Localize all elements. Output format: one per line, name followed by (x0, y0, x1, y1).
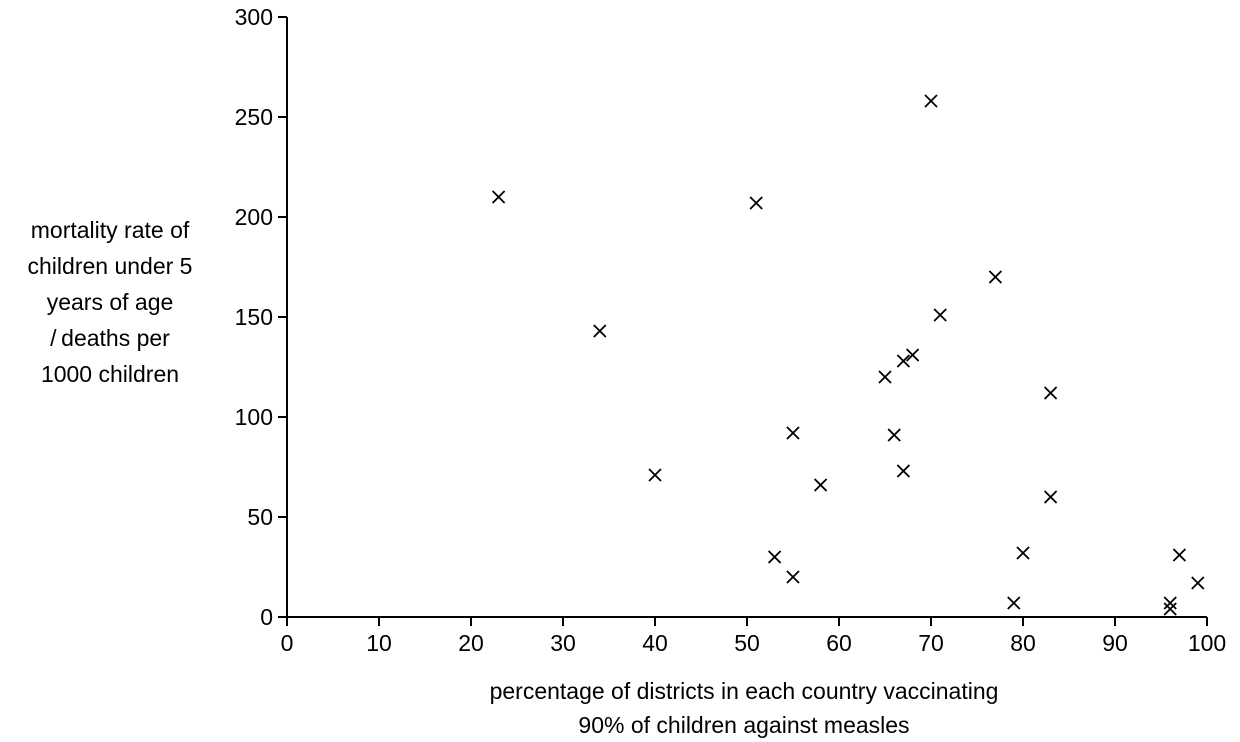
y-axis-title-line: 1000 children (41, 361, 179, 387)
data-point-x-marker (1016, 546, 1030, 560)
x-tick-label: 40 (642, 630, 668, 656)
data-point-x-marker (491, 190, 506, 204)
y-axis-title-line: / deaths per (50, 325, 170, 351)
data-point-x-marker (1043, 490, 1058, 504)
y-tick-label: 300 (235, 4, 273, 30)
x-tick-label: 30 (550, 630, 576, 656)
y-axis-title: mortality rate of children under 5 years o… (28, 217, 193, 387)
data-point-x-marker (1163, 602, 1177, 616)
x-tick-label: 70 (918, 630, 944, 656)
data-point-x-marker (1007, 596, 1021, 610)
x-tick-label: 90 (1102, 630, 1128, 656)
x-axis-title-line: 90% of children against measles (578, 712, 909, 738)
data-point-x-marker (905, 348, 920, 362)
y-tick-label: 50 (247, 504, 273, 530)
data-point-x-marker (1163, 596, 1177, 610)
data-points (491, 94, 1205, 616)
y-tick-label: 200 (235, 204, 273, 230)
y-axis-title-line: mortality rate of (31, 217, 190, 243)
x-tick-label: 50 (734, 630, 760, 656)
data-point-x-marker (1172, 548, 1187, 562)
data-point-x-marker (593, 324, 607, 338)
y-tick-label: 150 (235, 304, 273, 330)
data-point-x-marker (813, 478, 828, 492)
y-tick-label: 0 (260, 604, 273, 630)
data-point-x-marker (896, 354, 911, 368)
x-tick-label: 20 (458, 630, 484, 656)
data-point-x-marker (1191, 576, 1205, 590)
data-point-x-marker (786, 570, 800, 584)
data-point-x-marker (887, 428, 901, 442)
y-axis-title-line: years of age (47, 289, 174, 315)
data-point-x-marker (988, 270, 1003, 284)
x-tick-label: 0 (281, 630, 294, 656)
data-point-x-marker (896, 464, 911, 478)
data-point-x-marker (924, 94, 938, 108)
x-tick-label: 80 (1010, 630, 1036, 656)
plot-area: 0 10 20 30 40 50 60 70 80 90 100 0 50 100 150 200 250 30… (235, 4, 1227, 656)
x-ticks: 0 10 20 30 40 50 60 70 80 90 100 (281, 617, 1226, 656)
y-tick-label: 250 (235, 104, 273, 130)
y-tick-label: 100 (235, 404, 273, 430)
data-point-x-marker (648, 468, 662, 482)
data-point-x-marker (878, 370, 892, 384)
x-tick-label: 10 (366, 630, 392, 656)
y-ticks: 0 50 100 150 200 250 300 (235, 4, 287, 630)
data-point-x-marker (786, 426, 800, 440)
x-tick-label: 60 (826, 630, 852, 656)
data-point-x-marker (933, 308, 947, 322)
data-point-x-marker (749, 196, 763, 210)
x-tick-label: 100 (1188, 630, 1226, 656)
x-axis-title: percentage of districts in each country … (490, 678, 999, 738)
x-axis-title-line: percentage of districts in each country … (490, 678, 999, 704)
y-axis-title-line: children under 5 (28, 253, 193, 279)
data-point-x-marker (1043, 386, 1058, 400)
data-point-x-marker (767, 550, 782, 564)
